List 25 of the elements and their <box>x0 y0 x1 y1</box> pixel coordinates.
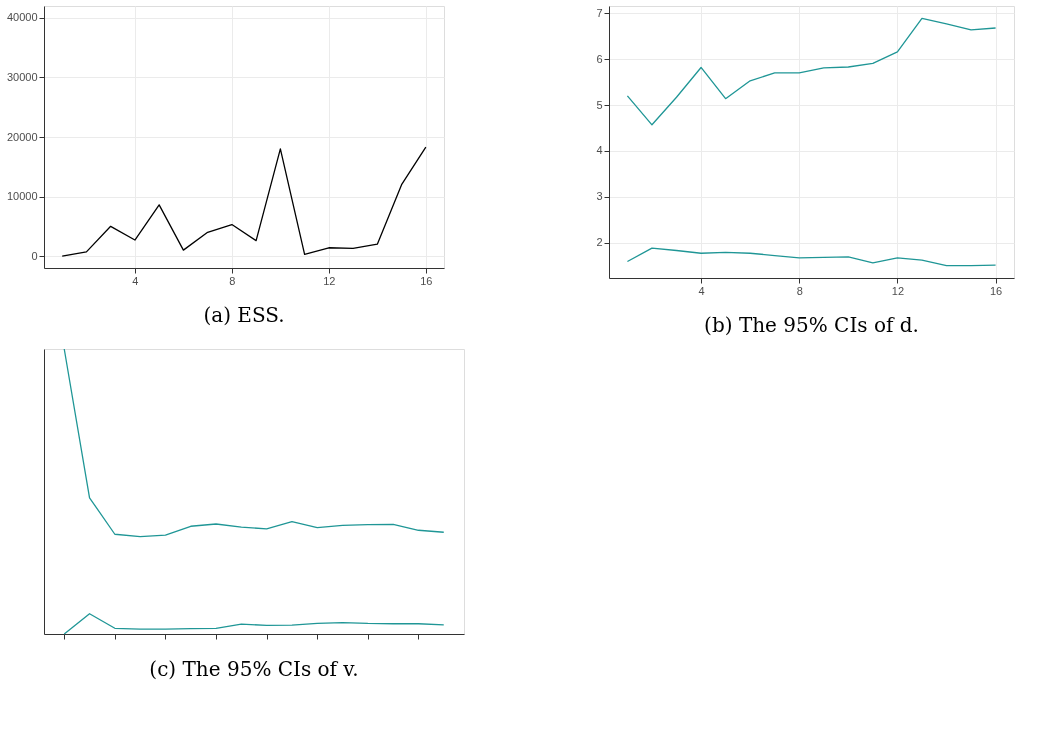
line-series <box>626 247 997 267</box>
y-tick-label: 3 <box>596 190 603 203</box>
x-tick-label: 4 <box>698 284 705 297</box>
x-tick-label: 8 <box>796 284 803 297</box>
y-tick-label: 4 <box>596 144 603 157</box>
y-tick-label: 30000 <box>6 70 38 83</box>
line-series <box>61 146 427 257</box>
x-tick-label: 16 <box>420 274 433 287</box>
x-tick-label: 8 <box>229 274 236 287</box>
x-tick-label: 12 <box>323 274 336 287</box>
x-tick-label: 12 <box>891 284 905 297</box>
y-tick-label: 7 <box>596 6 603 19</box>
y-tick-label: 20000 <box>6 130 38 143</box>
y-tick-label: 2 <box>596 236 603 249</box>
line-series <box>626 17 997 126</box>
text: (b) The 95% CIs of d. <box>704 313 919 337</box>
x-tick-label: 4 <box>132 274 139 287</box>
y-tick-label: 0 <box>31 249 38 262</box>
text: (c) The 95% CIs of v. <box>149 656 359 681</box>
y-tick-label: 10000 <box>6 190 38 203</box>
y-tick-label: 40000 <box>6 11 38 24</box>
x-tick-label: 16 <box>989 284 1003 297</box>
text: (a) ESS. <box>203 303 285 327</box>
y-tick-label: 5 <box>596 98 603 111</box>
y-tick-label: 6 <box>596 52 603 65</box>
